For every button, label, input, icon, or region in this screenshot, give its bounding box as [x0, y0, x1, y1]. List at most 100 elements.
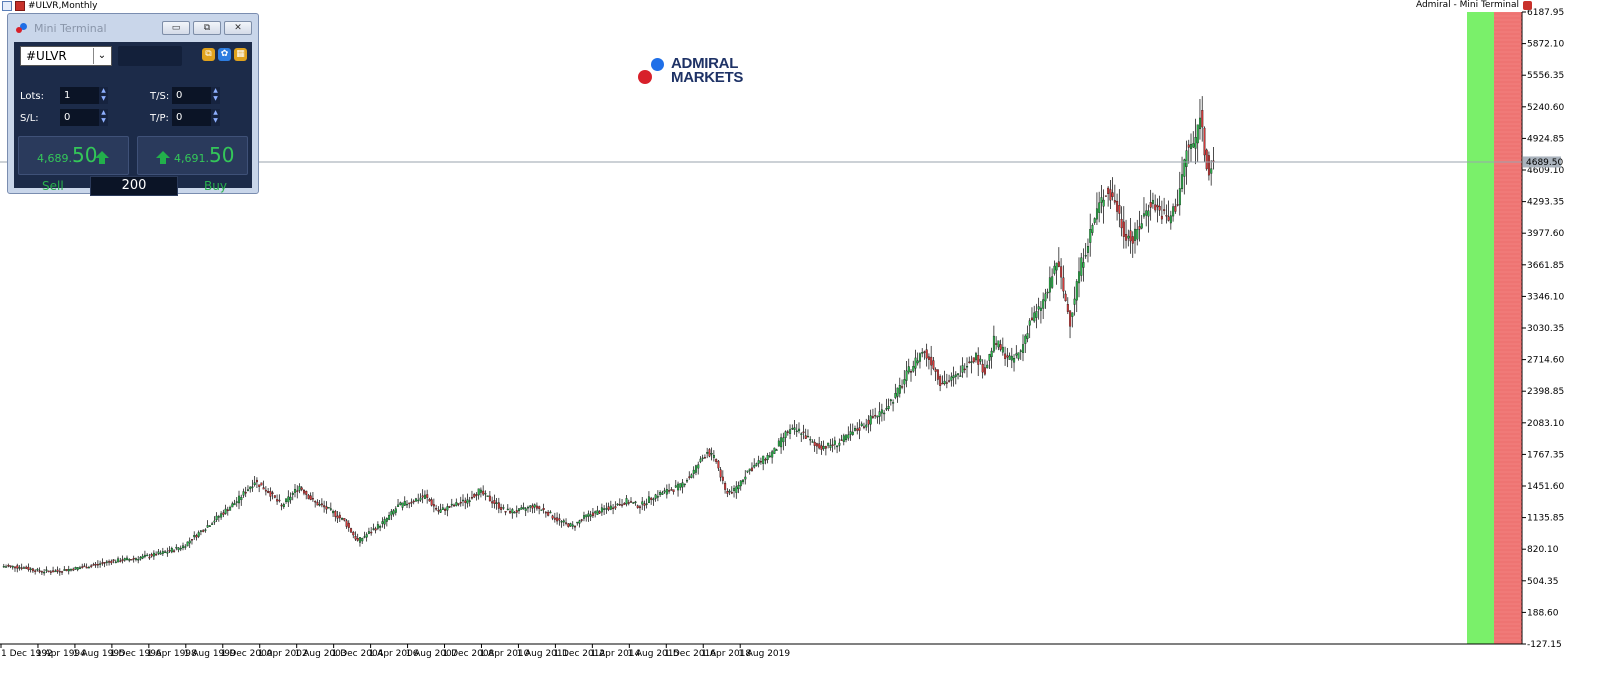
x-tick-label: 1 Apr 2002	[258, 649, 308, 659]
candle-bearish	[999, 344, 1002, 350]
candle-bullish	[327, 507, 330, 509]
candle-bearish	[504, 511, 507, 513]
candle-bearish	[110, 560, 113, 564]
candle-bullish	[341, 518, 344, 520]
buy-label[interactable]: Buy	[204, 179, 227, 193]
y-tick-label: 5872.10	[1527, 40, 1564, 50]
sell-label[interactable]: Sell	[42, 179, 64, 193]
lots-input[interactable]: 1 ▲ ▼	[60, 87, 108, 104]
candle-bearish	[1064, 293, 1067, 302]
candle-bearish	[493, 500, 496, 504]
y-tick-label: 1135.85	[1527, 514, 1564, 524]
mini-terminal-titlebar[interactable]: Mini Terminal ▭ ⧉ ✕	[8, 14, 258, 40]
candle-bullish	[600, 507, 603, 513]
settings-gear-icon[interactable]: ✿	[218, 48, 231, 61]
candle-bullish	[605, 508, 608, 510]
candle-bullish	[87, 566, 90, 569]
minimize-button[interactable]: ▭	[162, 21, 190, 35]
sell-price-small: 4,689.	[37, 152, 72, 165]
symbol-select[interactable]: #ULVR ⌄	[20, 46, 112, 66]
x-tick-label: 1 Apr 1998	[147, 649, 197, 659]
candle-bearish	[1138, 226, 1141, 230]
candle-bearish	[491, 501, 494, 504]
candle-bullish	[5, 566, 8, 568]
y-tick-label: 4293.35	[1527, 198, 1564, 208]
y-tick-label: 1767.35	[1527, 450, 1564, 460]
candle-bullish	[1015, 353, 1018, 356]
expert-smiley-icon[interactable]	[1523, 0, 1532, 10]
candle-bullish	[114, 561, 117, 564]
mini-terminal-title: Mini Terminal	[34, 22, 107, 35]
x-tick-label: 1 Aug 2019	[738, 649, 790, 659]
lots-spinner[interactable]: ▲ ▼	[99, 87, 108, 104]
chevron-down-icon[interactable]: ⌄	[93, 48, 110, 64]
candle-bullish	[970, 361, 973, 363]
candle-bullish	[793, 427, 796, 430]
candle-bearish	[614, 506, 617, 509]
candle-bullish	[992, 335, 995, 352]
candle-bullish	[838, 442, 841, 446]
candle-bearish	[977, 355, 980, 365]
candle-bearish	[9, 565, 12, 567]
candle-bullish	[462, 499, 465, 502]
sl-input[interactable]: 0 ▲ ▼	[60, 109, 108, 126]
tp-input[interactable]: 0 ▲ ▼	[172, 109, 220, 126]
candle-bullish	[141, 555, 144, 559]
sl-spinner[interactable]: ▲ ▼	[99, 109, 108, 126]
candle-bearish	[316, 502, 319, 506]
candle-bullish	[199, 530, 202, 532]
buy-arrow-up-icon	[156, 151, 170, 158]
y-axis-labels: 6187.95 5872.10 5556.35 5240.60 4924.85 4609.…	[1522, 8, 1564, 650]
tp-spinner[interactable]: ▲ ▼	[211, 109, 220, 126]
copy-icon[interactable]: ⧉	[202, 48, 215, 61]
candle-bearish	[374, 528, 377, 531]
candle-bullish	[674, 485, 677, 488]
candle-bearish	[173, 550, 176, 552]
candle-bullish	[117, 558, 120, 563]
candle-bearish	[1109, 189, 1112, 201]
candle-bearish	[278, 499, 281, 502]
candle-bullish	[569, 523, 572, 527]
spread-display: 200	[90, 176, 178, 196]
symbol-select-value: #ULVR	[26, 49, 67, 63]
candle-bullish	[399, 502, 402, 505]
buy-button[interactable]: 4,691.50	[137, 136, 248, 175]
x-tick-label: 1 Dec 2000	[221, 649, 273, 659]
mini-terminal-window[interactable]: Mini Terminal ▭ ⧉ ✕ #ULVR ⌄ ⧉ ✿ ▦ Lots: …	[7, 13, 259, 196]
candle-bullish	[527, 506, 530, 509]
candle-bullish	[836, 445, 839, 448]
lots-label: Lots:	[20, 91, 45, 102]
candle-bullish	[329, 508, 332, 510]
candle-bullish	[1055, 262, 1058, 271]
candle-bullish	[869, 415, 872, 425]
candle-bullish	[18, 567, 21, 569]
logo-blue-dot-icon	[651, 58, 664, 71]
candle-bullish	[36, 568, 39, 571]
candle-bearish	[83, 565, 86, 568]
candle-bearish	[612, 507, 615, 510]
close-button[interactable]: ✕	[224, 21, 252, 35]
candle-bearish	[1113, 200, 1116, 203]
candle-bearish	[1066, 304, 1069, 312]
ts-spinner[interactable]: ▲ ▼	[211, 87, 220, 104]
candle-bullish	[845, 434, 848, 441]
candle-bullish	[1091, 225, 1094, 233]
grid-icon[interactable]: ▦	[234, 48, 247, 61]
logo-red-dot-icon	[638, 70, 652, 84]
buy-arrow-stem	[160, 158, 166, 164]
buy-price: 4,691.50	[174, 143, 234, 167]
candle-bearish	[1125, 233, 1128, 241]
candle-bearish	[103, 562, 106, 564]
candle-bullish	[11, 565, 14, 568]
candle-bearish	[567, 523, 570, 527]
candle-bullish	[105, 561, 108, 563]
candle-bearish	[338, 514, 341, 519]
candle-bullish	[562, 520, 565, 523]
candle-bearish	[473, 494, 476, 498]
candle-bullish	[894, 393, 897, 398]
ts-input[interactable]: 0 ▲ ▼	[172, 87, 220, 104]
restore-button[interactable]: ⧉	[193, 21, 221, 35]
candle-bearish	[448, 506, 451, 508]
candle-bullish	[466, 499, 469, 504]
sell-button[interactable]: 4,689.50	[18, 136, 129, 175]
